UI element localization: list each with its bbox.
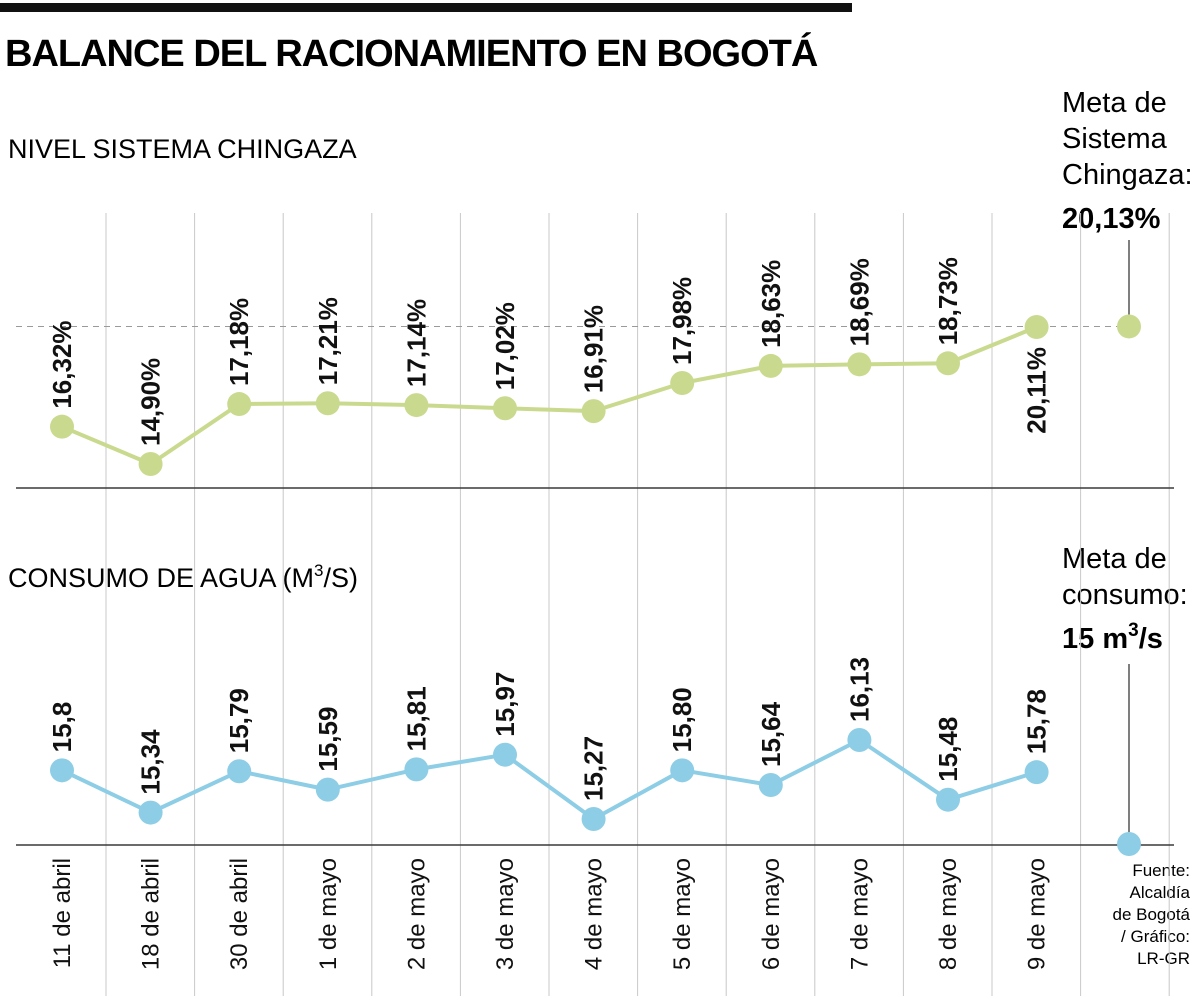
consumo-point — [138, 800, 163, 825]
chingaza-point — [315, 391, 340, 416]
source-note: Fuente: Alcaldía de Bogotá / Gráfico: LR… — [1112, 861, 1190, 968]
consumo-target-label: Meta de consumo: 15 m3/s — [1062, 543, 1188, 655]
consumo-section-title: CONSUMO DE AGUA (M3/S) — [8, 561, 358, 593]
consumo-value-label: 15,48 — [933, 717, 963, 782]
chingaza-target-label: Meta de Sistema Chingaza: 20,13% — [1062, 87, 1193, 235]
source-line-1: Fuente: — [1132, 861, 1190, 880]
source-line-2: Alcaldía — [1130, 883, 1191, 902]
chingaza-point — [493, 396, 517, 421]
chingaza-value-label: 20,11% — [1022, 347, 1052, 434]
x-tick-label: 11 de abril — [49, 858, 76, 968]
consumo-title-main: CONSUMO DE AGUA (M — [8, 563, 314, 593]
x-tick-label: 18 de abril — [138, 858, 165, 970]
consumo-target-value-main: 15 m — [1062, 623, 1128, 655]
chingaza-value-label: 18,73% — [933, 257, 963, 345]
chingaza-section-title: NIVEL SISTEMA CHINGAZA — [8, 134, 357, 164]
chingaza-value-label: 17,98% — [667, 277, 697, 365]
x-tick-label: 3 de mayo — [492, 858, 519, 970]
consumo-target-line-2: consumo: — [1062, 579, 1188, 611]
top-rule — [0, 3, 852, 12]
consumo-value-label: 15,80 — [667, 687, 697, 752]
consumo-point — [315, 777, 340, 802]
x-tick-label: 1 de mayo — [315, 858, 342, 970]
chingaza-value-label: 16,32% — [47, 320, 77, 408]
chingaza-point — [581, 399, 606, 424]
consumo-point — [493, 742, 517, 767]
consumo-point — [404, 757, 429, 782]
chingaza-point — [847, 352, 872, 377]
consumo-point — [847, 728, 872, 752]
consumo-value-label: 15,97 — [490, 672, 520, 737]
consumo-target-value-sup: 3 — [1128, 620, 1139, 641]
x-tick-label: 5 de mayo — [669, 858, 696, 970]
chingaza-target-point — [1117, 314, 1141, 339]
chart-title: BALANCE DEL RACIONAMIENTO EN BOGOTÁ — [5, 31, 818, 75]
consumo-target-point — [1117, 832, 1141, 856]
x-tick-label: 2 de mayo — [403, 858, 430, 970]
chingaza-value-label: 18,69% — [844, 258, 874, 346]
consumo-point — [1024, 760, 1049, 785]
consumo-target-value-end: /s — [1139, 623, 1163, 655]
consumo-value-label: 15,79 — [224, 688, 254, 753]
consumo-point — [227, 759, 252, 784]
chingaza-value-label: 17,02% — [490, 302, 520, 390]
consumo-point — [670, 758, 695, 783]
consumo-value-label: 15,59 — [313, 707, 343, 772]
x-tick-label: 8 de mayo — [935, 858, 962, 970]
consumo-point — [50, 758, 74, 783]
consumo-value-label: 15,78 — [1022, 689, 1052, 754]
chingaza-value-label: 14,90% — [136, 358, 166, 446]
source-line-4: / Gráfico: — [1121, 927, 1190, 946]
chingaza-value-label: 17,14% — [401, 299, 431, 387]
consumo-target-value: 15 m3/s — [1062, 620, 1163, 655]
consumo-value-label: 15,64 — [756, 701, 786, 767]
consumo-value-label: 15,34 — [136, 729, 166, 795]
consumo-target-line-1: Meta de — [1062, 543, 1167, 575]
consumo-title-end: /S) — [324, 563, 359, 593]
chingaza-target-line-3: Chingaza: — [1062, 159, 1193, 191]
consumo-point — [936, 787, 960, 812]
consumo-value-label: 15,27 — [579, 736, 609, 801]
x-tick-label: 7 de mayo — [846, 858, 873, 970]
chingaza-value-label: 17,18% — [224, 298, 254, 386]
chingaza-target-line-2: Sistema — [1062, 123, 1168, 155]
chingaza-point — [227, 392, 252, 417]
chingaza-target-value: 20,13% — [1062, 203, 1161, 235]
chingaza-value-label: 17,21% — [313, 297, 343, 385]
chingaza-value-label: 16,91% — [579, 305, 609, 393]
x-tick-label: 30 de abril — [226, 858, 253, 970]
consumo-value-label: 16,13 — [844, 657, 874, 722]
chingaza-point — [670, 371, 695, 396]
chingaza-target-line-1: Meta de — [1062, 87, 1167, 119]
x-tick-label: 4 de mayo — [581, 858, 608, 970]
consumo-point — [581, 807, 606, 831]
consumo-title-sup: 3 — [314, 561, 323, 580]
chingaza-point — [758, 353, 783, 378]
consumo-series-line — [61, 738, 1038, 821]
consumo-value-label: 15,8 — [47, 702, 77, 753]
source-line-5: LR-GR — [1137, 949, 1190, 968]
chingaza-point — [404, 393, 429, 418]
chingaza-point — [1024, 315, 1049, 339]
chart-marks: 16,32% 14,90% 17,18% 17,21% 17,14% 17,02% 16,9… — [16, 213, 1174, 996]
x-tick-label: 9 de mayo — [1024, 858, 1051, 970]
chingaza-value-label: 18,63% — [756, 260, 786, 348]
chingaza-series-line — [61, 325, 1038, 466]
chingaza-point — [138, 452, 163, 476]
chingaza-point — [936, 351, 960, 376]
x-tick-label: 6 de mayo — [758, 858, 785, 970]
chingaza-point — [50, 414, 74, 439]
consumo-value-label: 15,81 — [401, 686, 431, 751]
source-line-3: de Bogotá — [1112, 905, 1190, 924]
consumo-point — [758, 773, 783, 798]
